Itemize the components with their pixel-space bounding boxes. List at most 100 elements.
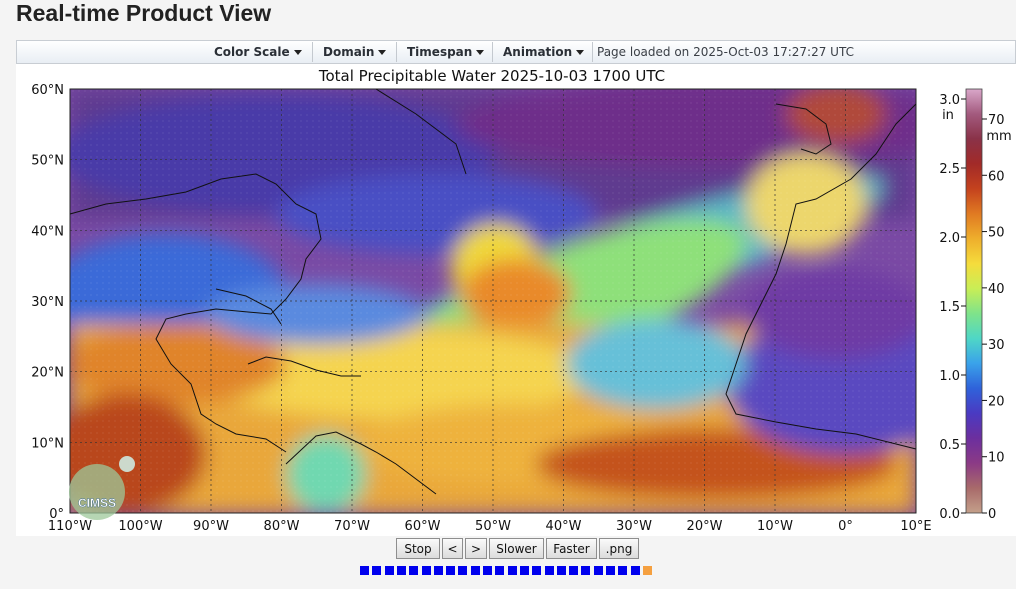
colorbar-inch-label: 2.5 — [939, 162, 960, 177]
precipitable-water-field — [70, 89, 916, 513]
longitude-label: 10°W — [757, 519, 793, 534]
colorbar-mm-unit: mm — [986, 129, 1011, 144]
longitude-label: 90°W — [193, 519, 229, 534]
page-title: Real-time Product View — [16, 0, 272, 26]
frame-marker[interactable] — [606, 566, 615, 575]
save-png-button[interactable]: .png — [599, 538, 639, 559]
frame-marker[interactable] — [433, 566, 443, 575]
frame-marker[interactable] — [630, 566, 640, 575]
stop-button[interactable]: Stop — [396, 538, 440, 559]
color-scale-menu-label: Color Scale — [214, 45, 290, 59]
colorbar-mm-label: 60 — [988, 169, 1005, 184]
longitude-label: 50°W — [475, 519, 511, 534]
longitude-label: 20°W — [687, 519, 723, 534]
frame-marker[interactable] — [556, 566, 566, 575]
chevron-down-icon — [576, 50, 585, 55]
chevron-down-icon — [378, 50, 387, 55]
lat-lon-grid — [70, 89, 916, 513]
frame-marker[interactable] — [372, 566, 382, 575]
menu-divider — [312, 42, 313, 62]
colorbar-scale — [965, 88, 983, 514]
colorbar-mm-label: 20 — [988, 394, 1005, 409]
longitude-label: 70°W — [334, 519, 370, 534]
next-frame-button[interactable]: > — [465, 538, 487, 559]
chevron-down-icon — [293, 50, 302, 55]
colorbar-mm-labels: 70 60 50 40 30 20 10 0 — [982, 113, 1005, 522]
longitude-label: 10°E — [900, 519, 931, 534]
longitude-label: 60°W — [405, 519, 441, 534]
latitude-label: 30°N — [31, 295, 64, 310]
domain-menu-label: Domain — [323, 45, 375, 59]
colorbar-inch-label: 1.0 — [939, 369, 960, 384]
latitude-label: 10°N — [31, 436, 64, 451]
animation-menu-label: Animation — [503, 45, 573, 59]
longitude-label: 0° — [838, 519, 853, 534]
latitude-label: 0° — [49, 507, 64, 522]
cimss-logo: CIMSS — [69, 456, 135, 520]
coastlines — [69, 88, 917, 495]
timespan-menu[interactable]: Timespan — [407, 45, 485, 59]
frame-marker[interactable] — [409, 566, 419, 575]
frame-marker[interactable] — [446, 566, 456, 575]
domain-menu[interactable]: Domain — [323, 45, 387, 59]
colorbar-inch-label: 0.0 — [939, 507, 960, 522]
slower-button[interactable]: Slower — [489, 538, 544, 559]
frame-marker[interactable] — [618, 566, 628, 575]
longitude-label: 30°W — [616, 519, 652, 534]
colorbar-inch-label: 0.5 — [939, 438, 960, 453]
colorbar-mm-label: 10 — [988, 451, 1005, 466]
menu-divider — [592, 42, 593, 62]
colorbar-mm-label: 70 — [988, 113, 1005, 128]
frame-marker[interactable] — [396, 566, 406, 575]
colorbar: in mm 3.0 2.5 2.0 1.5 1.0 0.5 0.0 70 60 50 40 30 20… — [939, 88, 1012, 522]
colorbar-inch-label: 2.0 — [939, 231, 960, 246]
frame-marker[interactable] — [544, 566, 554, 575]
colorbar-inch-label: 1.5 — [939, 300, 960, 315]
map-frame — [69, 88, 917, 514]
frame-marker[interactable] — [421, 566, 431, 575]
menu-bar: Color Scale Domain Timespan Animation Pa… — [16, 40, 1016, 64]
animation-menu[interactable]: Animation — [503, 45, 585, 59]
colorbar-inch-label: 3.0 — [939, 93, 960, 108]
longitude-label: 80°W — [264, 519, 300, 534]
frame-marker[interactable] — [458, 566, 468, 575]
frame-marker[interactable] — [581, 566, 591, 575]
frame-marker[interactable] — [470, 566, 480, 575]
chevron-down-icon — [476, 50, 485, 55]
latitude-labels: 60°N 50°N 40°N 30°N 20°N 10°N 0° — [31, 83, 64, 522]
frame-marker[interactable] — [519, 566, 529, 575]
tpw-product-image: Total Precipitable Water 2025-10-03 1700… — [31, 67, 1012, 534]
longitude-label: 110°W — [48, 519, 92, 534]
latitude-label: 60°N — [31, 83, 64, 98]
longitude-label: 40°W — [546, 519, 582, 534]
colorbar-inch-labels: 3.0 2.5 2.0 1.5 1.0 0.5 0.0 — [939, 93, 966, 522]
frame-marker[interactable] — [360, 566, 369, 575]
frame-marker[interactable] — [507, 566, 517, 575]
map-title: Total Precipitable Water 2025-10-03 1700… — [318, 67, 665, 85]
menu-divider — [396, 42, 397, 62]
frame-marker[interactable] — [593, 566, 603, 575]
colorbar-inch-unit: in — [942, 108, 954, 123]
frame-marker[interactable] — [495, 566, 505, 575]
colorbar-mm-label: 0 — [988, 507, 996, 522]
color-scale-menu[interactable]: Color Scale — [214, 45, 302, 59]
cimss-logo-text: CIMSS — [78, 496, 116, 510]
latitude-label: 20°N — [31, 366, 64, 381]
colorbar-mm-label: 50 — [988, 226, 1005, 241]
current-frame-marker[interactable] — [642, 566, 652, 575]
colorbar-mm-label: 40 — [988, 282, 1005, 297]
previous-frame-button[interactable]: < — [442, 538, 463, 559]
longitude-labels: 110°W 100°W 90°W 80°W 70°W 60°W 50°W 40°W 30°W 20… — [48, 519, 932, 534]
timespan-menu-label: Timespan — [407, 45, 473, 59]
colorbar-mm-label: 30 — [988, 338, 1005, 353]
menu-divider — [492, 42, 493, 62]
frame-marker[interactable] — [532, 566, 542, 575]
latitude-label: 40°N — [31, 224, 64, 239]
page-loaded-status: Page loaded on 2025-Oct-03 17:27:27 UTC — [597, 45, 854, 59]
frame-marker[interactable] — [569, 566, 579, 575]
latitude-label: 50°N — [31, 154, 64, 169]
frame-marker[interactable] — [384, 566, 394, 575]
frame-marker[interactable] — [483, 566, 492, 575]
faster-button[interactable]: Faster — [546, 538, 597, 559]
longitude-label: 100°W — [118, 519, 162, 534]
